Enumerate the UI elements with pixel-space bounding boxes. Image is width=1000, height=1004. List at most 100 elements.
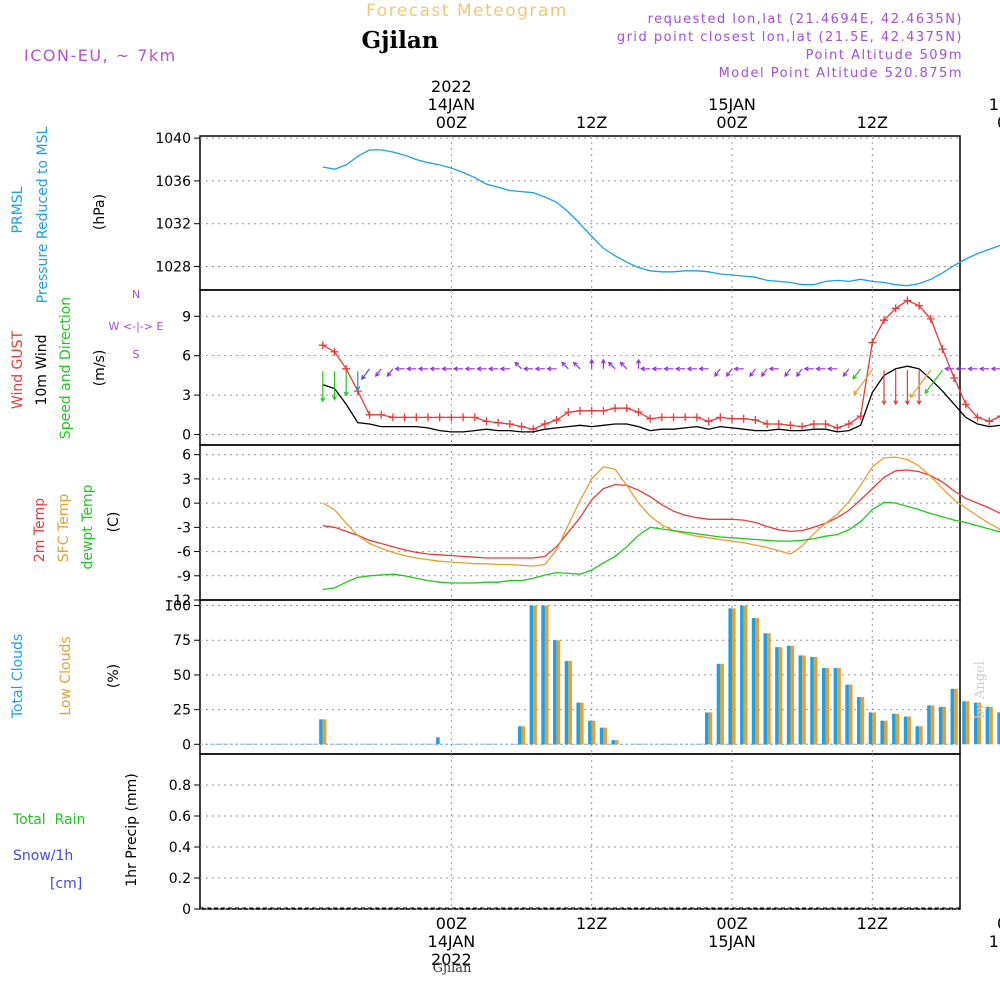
wind-ylabel: (m/s) [92, 350, 108, 387]
wind-direction-arrow [943, 366, 955, 372]
page-title: Forecast Meteogram [366, 1, 568, 21]
total-cloud-bar [880, 720, 884, 745]
dewpt-temp-line [322, 501, 1000, 591]
gust-marker [961, 400, 970, 409]
wind-direction-arrow [607, 361, 616, 370]
total-cloud-bar [892, 713, 896, 745]
time-label-bottom: 12Z [576, 914, 607, 933]
wind-direction-arrow [331, 371, 337, 401]
clouds-panel: 0 25 50 75 100 [164, 599, 1000, 755]
gust-marker [587, 406, 596, 415]
time-label-top: 00Z [716, 113, 747, 132]
gust-marker [681, 413, 690, 422]
gust-marker [388, 413, 397, 422]
time-label-top: 15JAN [708, 95, 756, 114]
temperature-ytick-label: -3 [177, 520, 191, 536]
total-cloud-bar [997, 712, 1000, 745]
wind-direction-arrow [534, 366, 545, 372]
low-cloud-bar [790, 645, 795, 745]
point-altitude: Point Altitude 509m [806, 48, 963, 63]
total-cloud-bar [599, 727, 604, 745]
wind-direction-arrow [452, 366, 464, 372]
total-cloud-bar [529, 605, 534, 745]
temp-title-sfc: SFC Temp [56, 494, 72, 563]
low-cloud-bar [521, 726, 526, 745]
low-cloud-bar [533, 605, 537, 745]
gust-marker [330, 347, 339, 356]
gust-marker [435, 413, 444, 422]
gust-marker [318, 341, 327, 350]
temperature-ytick-label: -9 [177, 569, 191, 585]
gust-marker [564, 408, 573, 417]
low-cloud-bar [872, 712, 876, 745]
wind-direction-arrow [619, 361, 628, 370]
wind-direction-arrow [464, 366, 475, 372]
wind-direction-arrow [893, 370, 899, 406]
temperature-titles: 2m Temp SFC Temp dewpt Temp (C) [32, 484, 122, 569]
compass-we: W <-|-> E [109, 320, 164, 333]
gust-marker [809, 419, 818, 428]
temperature-panel: -12 -9 -6 -3 0 3 6 [168, 444, 1000, 609]
low-cloud-bar [615, 740, 619, 745]
wind-direction-arrow [815, 366, 826, 372]
prmsl-line [322, 149, 1000, 287]
precip-titles: Total Rain Snow/1h [cm] 1hr Precip (mm) [12, 773, 140, 892]
total-cloud-bar [553, 640, 557, 745]
temp-title-2m: 2m Temp [32, 498, 48, 562]
gust-marker [646, 414, 655, 423]
wind-direction-arrow [784, 368, 791, 377]
precip-ylabel: 1hr Precip (mm) [124, 773, 140, 886]
wind-title-gust: Wind GUST [10, 330, 26, 409]
wind-direction-arrow [760, 368, 768, 377]
total-cloud-bar [541, 605, 545, 745]
total-cloud-bar [927, 705, 931, 745]
gust-marker [891, 304, 900, 313]
gust-marker [774, 419, 783, 428]
wind-panel: 0 3 6 9 [182, 289, 1000, 446]
gust-marker [716, 413, 725, 422]
gust-marker [985, 417, 994, 426]
low-cloud-bar [322, 719, 327, 745]
wind-direction-arrow [796, 368, 803, 377]
temperature-ytick-label: 3 [182, 472, 191, 488]
time-label-bottom: 16JAN [989, 932, 1000, 951]
footer-location: Gjilan [433, 961, 472, 976]
wind-direction-arrow [589, 358, 595, 369]
pressure-titles: PRMSL Pressure Reduced to MSL (hPa) [10, 126, 108, 303]
wind-direction-arrow [394, 366, 405, 372]
gust-marker [576, 406, 584, 415]
time-label-bottom: 12Z [857, 914, 888, 933]
total-cloud-bar [763, 633, 768, 745]
low-cloud-bar [813, 656, 818, 745]
low-cloud-bar [977, 702, 982, 745]
total-cloud-bar [728, 608, 732, 745]
wind-direction-arrow [375, 368, 382, 377]
clouds-ytick-label: 50 [173, 668, 191, 684]
gust-marker [996, 415, 1000, 417]
wind-ytick-label: 6 [182, 349, 191, 365]
location-title: Gjilan [361, 27, 438, 54]
wind-direction-arrow [990, 366, 1000, 372]
pressure-title-prmsl: PRMSL [10, 186, 26, 233]
wind-direction-arrow [522, 366, 534, 372]
wind-direction-arrow [803, 366, 814, 372]
low-cloud-bar [720, 663, 724, 745]
precip-ytick-label: 0.8 [169, 778, 191, 794]
precip-ytick-label: 0.6 [169, 809, 191, 825]
wind-ytick-label: 9 [182, 309, 191, 325]
gust-marker [915, 301, 924, 310]
wind-direction-arrow [826, 366, 838, 372]
time-axis-bottom: 00Z14JAN202212Z00Z15JAN12Z00Z16JAN12Z [428, 914, 1000, 969]
low-cloud-bar [580, 702, 584, 745]
temperature-ytick-label: 6 [182, 448, 191, 464]
wind-direction-arrow [714, 368, 721, 377]
clouds-titles: Total Clouds Low Clouds (%) [10, 634, 122, 719]
low-cloud-bar [825, 667, 830, 745]
low-cloud-bar [965, 701, 970, 745]
wind-direction-arrow [320, 371, 326, 403]
temperature-ytick-label: -6 [177, 545, 191, 561]
total-cloud-bar [517, 726, 522, 745]
clouds-ytick-label: 100 [164, 599, 191, 615]
wind-direction-arrow [406, 366, 417, 372]
gust-marker [786, 421, 795, 430]
